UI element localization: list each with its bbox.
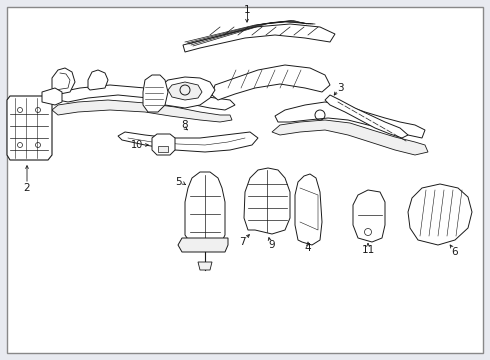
Polygon shape	[185, 172, 225, 248]
Polygon shape	[183, 24, 335, 52]
Polygon shape	[42, 88, 62, 105]
Text: 3: 3	[337, 83, 343, 93]
Polygon shape	[143, 75, 168, 112]
Polygon shape	[244, 168, 290, 234]
Polygon shape	[152, 134, 175, 155]
Text: 1: 1	[244, 5, 250, 15]
Text: 2: 2	[24, 183, 30, 193]
Polygon shape	[295, 174, 322, 245]
Polygon shape	[178, 238, 228, 252]
Polygon shape	[118, 132, 258, 152]
Polygon shape	[212, 65, 330, 100]
Polygon shape	[353, 190, 385, 242]
Text: 6: 6	[452, 247, 458, 257]
Polygon shape	[52, 68, 75, 95]
Polygon shape	[88, 70, 108, 90]
Polygon shape	[158, 146, 168, 152]
Text: 8: 8	[182, 120, 188, 130]
Polygon shape	[58, 85, 235, 110]
Polygon shape	[325, 95, 408, 138]
Text: 9: 9	[268, 240, 274, 250]
Polygon shape	[168, 82, 202, 100]
Polygon shape	[7, 96, 52, 160]
Text: 7: 7	[239, 237, 245, 247]
Polygon shape	[275, 102, 425, 138]
Text: 11: 11	[362, 245, 375, 255]
Polygon shape	[272, 120, 428, 155]
Polygon shape	[158, 77, 215, 108]
Text: 10: 10	[131, 140, 143, 150]
Polygon shape	[198, 262, 212, 270]
Polygon shape	[52, 100, 232, 122]
Text: 5: 5	[175, 177, 182, 187]
Polygon shape	[408, 184, 472, 245]
Text: 4: 4	[305, 243, 311, 253]
